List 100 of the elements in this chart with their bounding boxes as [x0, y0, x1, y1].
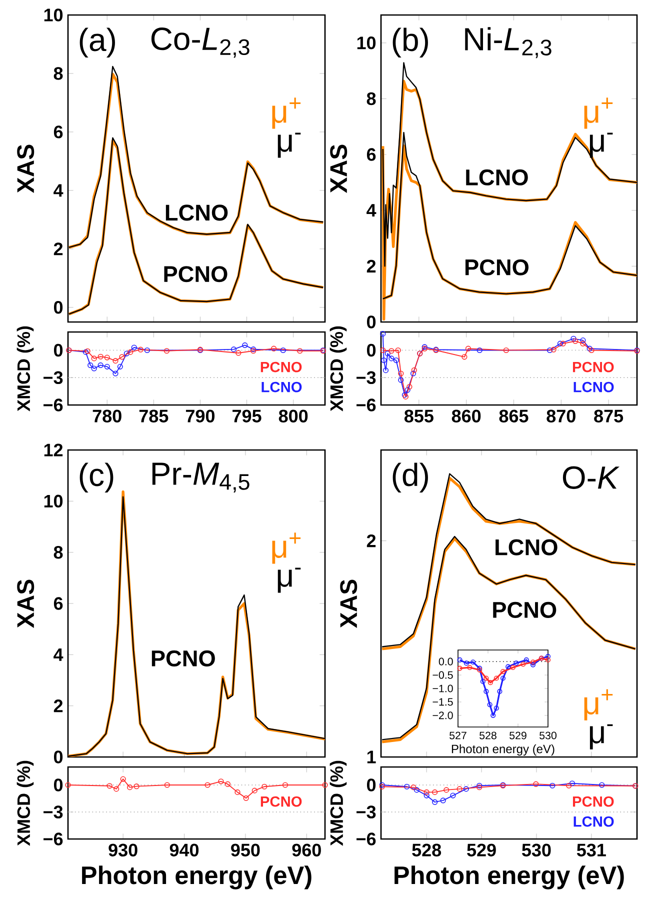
y-axis-title: XMCD (%)	[16, 760, 34, 846]
x-tick-label: 529	[467, 844, 496, 856]
annotation: (d)	[392, 462, 428, 493]
chart-title: Co-L$_{2,3}$	[151, 28, 250, 58]
y-tick-label: −6	[356, 398, 376, 412]
y-tick-label: 2	[366, 534, 376, 548]
x-tick-label: 860	[452, 410, 481, 422]
chart-title: Ni-L$_{2,3}$	[465, 27, 552, 58]
chart-title: Pr-M$_{4,5}$	[152, 462, 250, 493]
y-tick-label: 10	[357, 36, 376, 50]
y-tick-label: 12	[44, 444, 63, 456]
y-tick-label: 0	[54, 301, 63, 314]
series-label: μ$^{+}$	[272, 98, 301, 129]
x-tick-label: 529	[510, 732, 526, 740]
annotation: LCNO	[466, 169, 528, 186]
y-tick-label: 6	[54, 597, 63, 610]
y-axis-title: XMCD (%)	[16, 326, 34, 412]
y-axis-title: XMCD (%)	[330, 760, 347, 846]
annotation: (a)	[80, 28, 115, 58]
y-tick-label: −1.0	[432, 684, 453, 692]
x-tick-label: 790	[186, 410, 215, 422]
series-label: μ$^{-}$	[590, 132, 613, 158]
x-axis-title: Photon energy (eV)	[394, 866, 624, 890]
text: LCNO	[574, 382, 614, 392]
y-axis-title: XAS	[17, 580, 34, 628]
x-tick-label: 875	[594, 410, 624, 422]
y-tick-label: −3	[356, 371, 376, 384]
annotation: (b)	[392, 28, 428, 58]
annotation: PCNO	[164, 266, 228, 282]
text: μ$^{-}$	[590, 724, 613, 750]
series-label: PCNO	[572, 362, 614, 372]
y-tick-label: 0	[366, 778, 376, 792]
x-tick-label: 940	[170, 844, 199, 856]
y-axis-title: XAS	[330, 144, 348, 193]
y-tick-label: 0	[366, 316, 376, 328]
y-tick-label: 1	[367, 750, 376, 764]
y-tick-label: 4	[54, 648, 64, 661]
series-label: PCNO	[572, 796, 614, 807]
y-tick-label: 2	[54, 242, 63, 256]
y-tick-label: −2.0	[432, 712, 453, 720]
x-tick-label: 865	[499, 410, 528, 422]
x-tick-label: 930	[108, 844, 138, 856]
y-tick-label: 6	[366, 148, 376, 161]
x-tick-label: 855	[404, 410, 434, 422]
y-tick-label: −6	[44, 398, 63, 412]
y-tick-label: −6	[356, 832, 376, 846]
series-label: PCNO	[260, 362, 302, 372]
x-axis-title: Photon energy (eV)	[82, 866, 312, 890]
y-tick-label: 0	[54, 778, 63, 792]
y-axis-title: XMCD (%)	[330, 326, 347, 412]
annotation: PCNO	[465, 259, 529, 276]
x-tick-label: 527	[450, 732, 466, 740]
annotation: (c)	[80, 462, 114, 493]
x-tick-label: 960	[292, 844, 321, 856]
y-tick-label: 2	[54, 700, 63, 712]
annotation: PCNO	[493, 602, 556, 618]
x-tick-label: 530	[540, 732, 556, 740]
x-tick-label: 795	[232, 410, 262, 422]
x-tick-label: 800	[278, 410, 308, 422]
annotation: LCNO	[166, 204, 228, 221]
y-tick-label: −1.5	[432, 698, 453, 706]
text: LCNO	[262, 382, 302, 392]
y-axis-title: XAS	[17, 144, 34, 193]
x-tick-label: 528	[480, 732, 496, 740]
y-axis-title: XAS	[340, 580, 358, 628]
y-tick-label: 8	[54, 67, 63, 80]
y-tick-label: −3	[356, 806, 376, 818]
series-label: μ$^{+}$	[584, 98, 613, 129]
x-tick-label: 950	[231, 844, 260, 856]
annotation: LCNO	[496, 539, 558, 556]
y-tick-label: 10	[44, 494, 63, 508]
y-tick-label: 6	[54, 126, 63, 138]
y-tick-label: −3	[44, 806, 63, 818]
y-tick-label: −3	[44, 371, 63, 384]
x-tick-label: 780	[92, 410, 122, 422]
series-label: μ$^{-}$	[278, 568, 301, 593]
y-tick-label: 0	[54, 344, 63, 357]
series-label: μ$^{+}$	[272, 532, 301, 564]
text: μ$^{+}$	[584, 689, 613, 720]
y-tick-label: 4	[366, 204, 376, 217]
y-tick-label: 8	[366, 92, 376, 106]
x-tick-label: 531	[576, 844, 606, 856]
x-tick-label: 785	[139, 410, 168, 422]
text: LCNO	[574, 816, 614, 827]
x-axis-title: Photon energy (eV)	[452, 744, 554, 756]
y-tick-label: 2	[366, 260, 376, 272]
y-tick-label: 4	[54, 184, 64, 197]
y-tick-label: 0	[54, 750, 63, 764]
y-tick-label: 10	[44, 8, 63, 22]
x-tick-label: 528	[412, 844, 442, 856]
series-label: μ$^{-}$	[278, 132, 301, 158]
y-tick-label: 0	[366, 344, 376, 357]
series-label: PCNO	[260, 796, 302, 807]
y-tick-label: 0.0	[438, 658, 453, 666]
annotation: PCNO	[152, 650, 215, 666]
y-tick-label: −0.5	[432, 671, 453, 679]
y-tick-label: −6	[44, 832, 63, 846]
y-tick-label: 8	[54, 546, 63, 559]
x-tick-label: 530	[522, 844, 551, 856]
chart-title: O-K	[562, 466, 620, 489]
